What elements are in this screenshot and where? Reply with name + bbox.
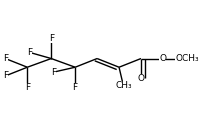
Text: F: F [50, 68, 56, 77]
Text: O: O [159, 54, 166, 63]
Text: F: F [25, 83, 30, 92]
Text: F: F [72, 83, 77, 92]
Text: F: F [3, 54, 8, 63]
Text: F: F [27, 48, 32, 57]
Text: O: O [137, 74, 144, 83]
Text: F: F [48, 34, 54, 43]
Text: OCH₃: OCH₃ [174, 54, 198, 63]
Text: F: F [3, 71, 8, 80]
Text: CH₃: CH₃ [115, 81, 131, 90]
